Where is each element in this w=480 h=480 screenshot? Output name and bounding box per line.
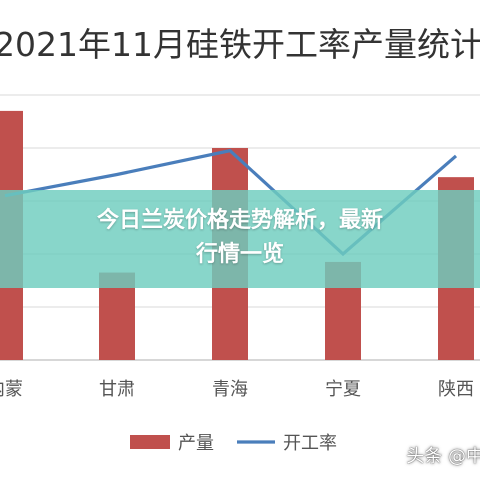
x-tick-label: 内蒙 — [0, 379, 23, 400]
source-watermark: 头条 @中 — [406, 446, 480, 467]
headline-line-2: 行情一览 — [195, 242, 284, 267]
x-tick-label: 甘肃 — [99, 379, 135, 400]
headline-banner — [0, 190, 480, 288]
legend-label-line: 开工率 — [283, 433, 337, 454]
legend-label-bar: 产量 — [178, 433, 214, 454]
chart-title: 2021年11月硅铁开工率产量统计 — [0, 25, 480, 64]
headline-text[interactable]: 今日兰炭价格走势解析，最新 行情一览 — [30, 204, 450, 272]
x-tick-label: 宁夏 — [325, 379, 361, 400]
x-tick-label: 陕西 — [438, 379, 474, 400]
headline-line-1: 今日兰炭价格走势解析，最新 — [96, 208, 383, 233]
legend-swatch-bar — [130, 435, 170, 449]
x-tick-label: 青海 — [212, 379, 248, 400]
